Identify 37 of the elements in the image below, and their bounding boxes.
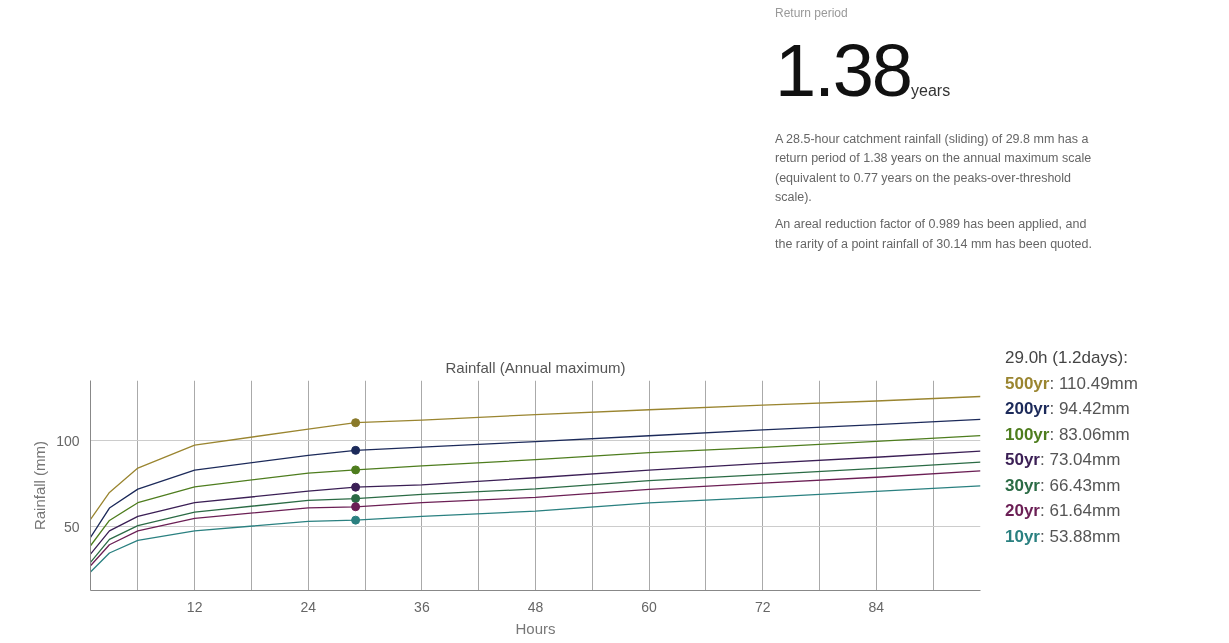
- line-series: [90, 418, 981, 538]
- text: : 94.42mm: [1049, 399, 1130, 418]
- text: A 28.5-hour catchment rainfall (sliding) of 29.8 mm has a return period of 1.38 years on the annual maximum scale (equivalent to 0.77 years on the peaks-over-threshold scale).: [775, 130, 1093, 206]
- text: : 73.04mm: [1039, 450, 1121, 469]
- text: : 61.64mm: [1039, 501, 1121, 520]
- x-tick-label: 36: [414, 598, 430, 615]
- text: : 110.49mm: [1049, 373, 1138, 393]
- text: : 66.43mm: [1039, 475, 1121, 495]
- x-tick-label: 60: [641, 598, 658, 615]
- y-tick-label: 50: [63, 518, 80, 535]
- y-axis-title: Rainfall (mm): [31, 440, 49, 531]
- text: An areal reduction factor of 0.989 has been applied, and the rarity of a point rainfall of 30.14 mm has been quoted.: [775, 216, 1093, 253]
- text: 10yr: [1005, 526, 1040, 546]
- text: Return period: [775, 5, 849, 22]
- x-axis-title: Hours: [515, 619, 556, 637]
- text: 1.38: [775, 29, 912, 113]
- text: years: [911, 82, 951, 100]
- series-label: 30yr: [1005, 475, 1040, 495]
- line-series: [90, 395, 981, 521]
- text: 20yr: [1005, 501, 1040, 520]
- y-tick-label: 100: [56, 432, 80, 449]
- legend-title: 29.0h (1.2days):: [1005, 347, 1129, 369]
- chart-title: Rainfall (Annual maximum): [445, 358, 626, 376]
- line-series: [90, 485, 981, 573]
- text: : 83.06mm: [1049, 424, 1130, 444]
- line-series: [90, 434, 981, 547]
- line-series: [90, 450, 981, 555]
- x-tick-label: 84: [868, 598, 885, 615]
- x-tick-label: 24: [300, 598, 317, 615]
- x-tick-label: 48: [527, 598, 544, 615]
- text: : 53.88mm: [1039, 526, 1121, 546]
- x-tick-label: 72: [754, 598, 771, 615]
- series-label: 50yr: [1005, 450, 1040, 469]
- series-label: 100yr: [1005, 424, 1050, 444]
- series-label: 200yr: [1005, 399, 1050, 418]
- x-tick-label: 12: [186, 598, 203, 615]
- series-label: 500yr: [1005, 373, 1050, 393]
